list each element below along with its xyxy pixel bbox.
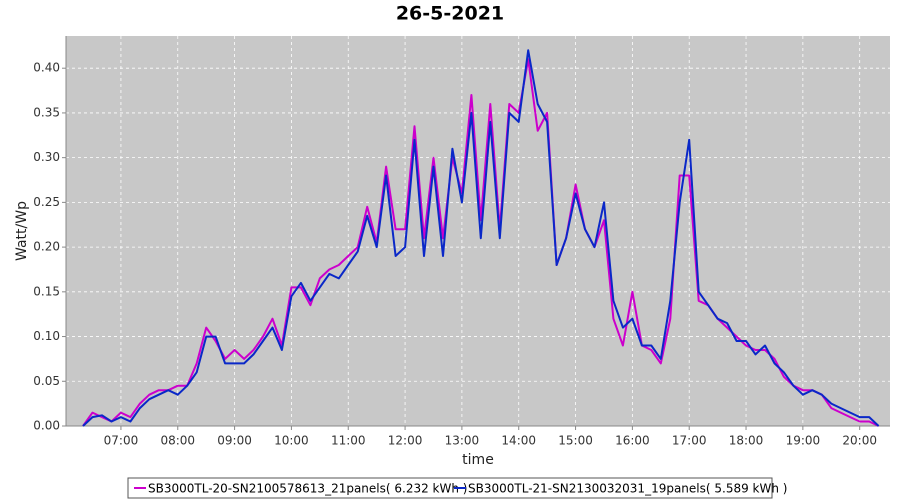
legend-label: SB3000TL-20-SN2100578613_21panels( 6.232… <box>148 482 467 496</box>
x-tick-label: 16:00 <box>615 434 650 448</box>
y-axis-title: Watt/Wp <box>14 201 30 261</box>
y-tick-label: 0.15 <box>33 284 60 298</box>
x-tick-label: 07:00 <box>104 434 139 448</box>
x-tick-label: 08:00 <box>160 434 195 448</box>
x-tick-label: 17:00 <box>672 434 707 448</box>
x-tick-label: 09:00 <box>217 434 252 448</box>
y-tick-label: 0.35 <box>33 105 60 119</box>
y-tick-label: 0.25 <box>33 195 60 209</box>
chart-title: 26-5-2021 <box>396 3 504 25</box>
legend-label: SB3000TL-21-SN2130032031_19panels( 5.589… <box>468 482 787 496</box>
x-tick-label: 18:00 <box>729 434 764 448</box>
y-tick-label: 0.05 <box>33 374 60 388</box>
x-tick-label: 13:00 <box>445 434 480 448</box>
legend <box>127 477 773 499</box>
x-tick-label: 11:00 <box>331 434 366 448</box>
x-tick-label: 12:00 <box>388 434 423 448</box>
x-tick-label: 19:00 <box>786 434 821 448</box>
y-tick-label: 0.00 <box>33 419 60 433</box>
y-tick-label: 0.40 <box>33 61 60 75</box>
x-axis-title: time <box>462 452 494 468</box>
x-tick-label: 15:00 <box>558 434 593 448</box>
series-line <box>82 58 880 427</box>
x-tick-label: 14:00 <box>501 434 536 448</box>
y-tick-label: 0.30 <box>33 150 60 164</box>
x-tick-label: 10:00 <box>274 434 309 448</box>
x-tick-label: 20:00 <box>842 434 877 448</box>
y-tick-label: 0.20 <box>33 240 60 254</box>
y-tick-label: 0.10 <box>33 329 60 343</box>
series-line <box>82 49 880 427</box>
plot-area <box>66 36 890 426</box>
